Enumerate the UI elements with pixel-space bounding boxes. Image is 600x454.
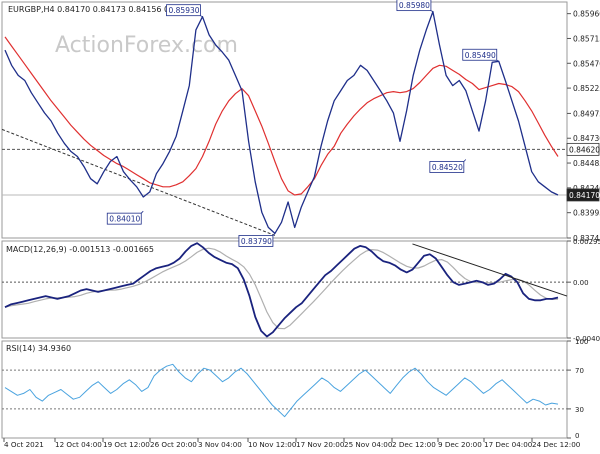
- x-tick-label: 10 Nov 12:00: [248, 440, 297, 449]
- rsi-tick-label: 0: [575, 432, 579, 440]
- price-tag-text: 0.84620: [569, 145, 600, 154]
- x-tick-label: 25 Nov 04:00: [344, 440, 393, 449]
- callout-0.83790: 0.83790: [238, 233, 276, 247]
- price-tick-label: 0.83995: [573, 209, 600, 218]
- callout-text: 0.85490: [465, 51, 496, 60]
- current-price-tag: 0.84170: [566, 188, 600, 202]
- macd-panel-frame: [1, 240, 568, 339]
- rsi-panel-frame: [1, 340, 568, 439]
- price-tick-label: 0.83745: [573, 234, 600, 243]
- callout-box: [166, 4, 201, 17]
- x-tick-label: 2 Dec 12:00: [392, 440, 436, 449]
- callout-box: [429, 161, 465, 173]
- macd-trendline: [412, 243, 568, 297]
- callout-box: [396, 0, 432, 12]
- callout-box: [462, 48, 498, 61]
- price-tag-text: 0.84170: [569, 191, 600, 200]
- level-tag: 0.84620: [566, 142, 600, 156]
- callout-text: 0.84520: [432, 163, 463, 172]
- price-tag-box: [566, 142, 600, 156]
- rsi-line: [4, 363, 559, 418]
- callout-0.84010: 0.84010: [106, 210, 144, 225]
- callout-leader: [430, 10, 434, 12]
- price-panel-frame: [1, 1, 568, 239]
- callout-leader: [272, 233, 276, 236]
- price-tick-label: 0.84485: [573, 159, 600, 168]
- x-tick-label: 4 Oct 2021: [4, 440, 44, 449]
- x-tick-label: 17 Dec 04:00: [484, 440, 533, 449]
- macd-tick-label: 0.002955: [573, 238, 600, 246]
- callout-leader: [140, 210, 144, 214]
- x-tick-label: 19 Oct 12:00: [103, 440, 150, 449]
- callout-box: [238, 235, 274, 247]
- price-tag-box: [566, 188, 600, 202]
- rsi-tick-label: 100: [575, 338, 588, 346]
- x-tick-label: 24 Dec 12:00: [532, 440, 581, 449]
- callout-text: 0.84010: [109, 215, 140, 224]
- ma-line: [4, 36, 559, 196]
- macd-header: MACD(12,26,9) -0.001513 -0.001665: [6, 245, 154, 254]
- watermark: ActionForex.com: [55, 33, 238, 58]
- x-tick-label: 9 Dec 20:00: [438, 440, 482, 449]
- callout-text: 0.83790: [241, 237, 272, 246]
- price-header: EURGBP,H4 0.84170 0.84173 0.84156 0.8417…: [8, 5, 197, 14]
- callout-text: 0.85930: [169, 6, 200, 15]
- callout-leader: [463, 159, 467, 162]
- callout-box: [106, 212, 142, 225]
- callout-text: 0.85980: [399, 1, 430, 10]
- rsi-header: RSI(14) 34.9360: [6, 344, 71, 353]
- callout-0.85980: 0.85980: [396, 0, 434, 12]
- callout-0.85490: 0.85490: [462, 48, 499, 62]
- price-tick-label: 0.85225: [573, 84, 600, 93]
- rsi-tick-label: 30: [575, 406, 584, 414]
- macd-line: [4, 242, 559, 338]
- rsi-tick-label: 70: [575, 367, 584, 375]
- x-tick-label: 17 Nov 20:00: [296, 440, 345, 449]
- callout-leader: [200, 15, 203, 18]
- price-tick-label: 0.85715: [573, 34, 600, 43]
- x-tick-label: 26 Oct 20:00: [150, 440, 197, 449]
- callout-0.84520: 0.84520: [429, 159, 467, 173]
- macd-tick-label: -0.004009: [573, 335, 600, 343]
- callout-leader: [496, 59, 499, 62]
- x-tick-label: 12 Oct 04:00: [55, 440, 102, 449]
- support-trendline: [1, 128, 276, 236]
- price-tick-label: 0.84975: [573, 109, 600, 118]
- callout-0.85930: 0.85930: [166, 4, 203, 18]
- x-tick-label: 3 Nov 04:00: [198, 440, 242, 449]
- price-line: [4, 10, 559, 235]
- macd-tick-label: 0.00: [573, 279, 589, 287]
